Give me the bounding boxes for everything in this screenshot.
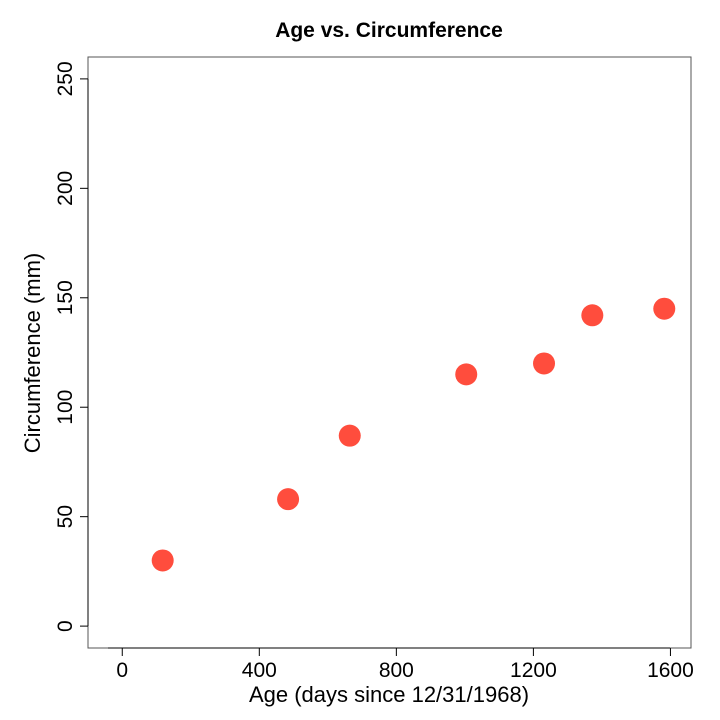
y-tick-label: 250 [54, 61, 77, 96]
y-tick-label: 50 [54, 505, 77, 528]
data-point [581, 304, 604, 327]
data-point [653, 297, 676, 320]
data-points [151, 297, 676, 572]
y-tick-label: 150 [54, 280, 77, 315]
y-axis-label: Circumference (mm) [20, 253, 45, 453]
x-tick-label: 800 [379, 659, 414, 682]
y-tick-label: 200 [54, 171, 77, 206]
data-point [277, 488, 300, 511]
x-ticks: 0 400 800 1200 1600 [116, 648, 694, 682]
x-tick-label: 1600 [647, 659, 694, 682]
y-tick-label: 100 [54, 390, 77, 425]
y-axis: 0 50 100 150 200 250 [54, 61, 89, 632]
x-axis: 0 400 800 1200 1600 [108, 647, 694, 682]
chart-title: Age vs. Circumference [275, 19, 503, 42]
x-tick-label: 400 [242, 659, 277, 682]
data-point [455, 363, 478, 386]
data-point [338, 424, 361, 447]
y-ticks: 0 50 100 150 200 250 [54, 61, 88, 632]
plot-frame [87, 56, 692, 649]
data-point [533, 352, 556, 375]
x-axis-label: Age (days since 12/31/1968) [249, 682, 529, 707]
y-tick-label: 0 [54, 620, 77, 632]
x-tick-label: 1200 [510, 659, 557, 682]
x-tick-label: 0 [116, 659, 128, 682]
data-point [151, 549, 174, 572]
